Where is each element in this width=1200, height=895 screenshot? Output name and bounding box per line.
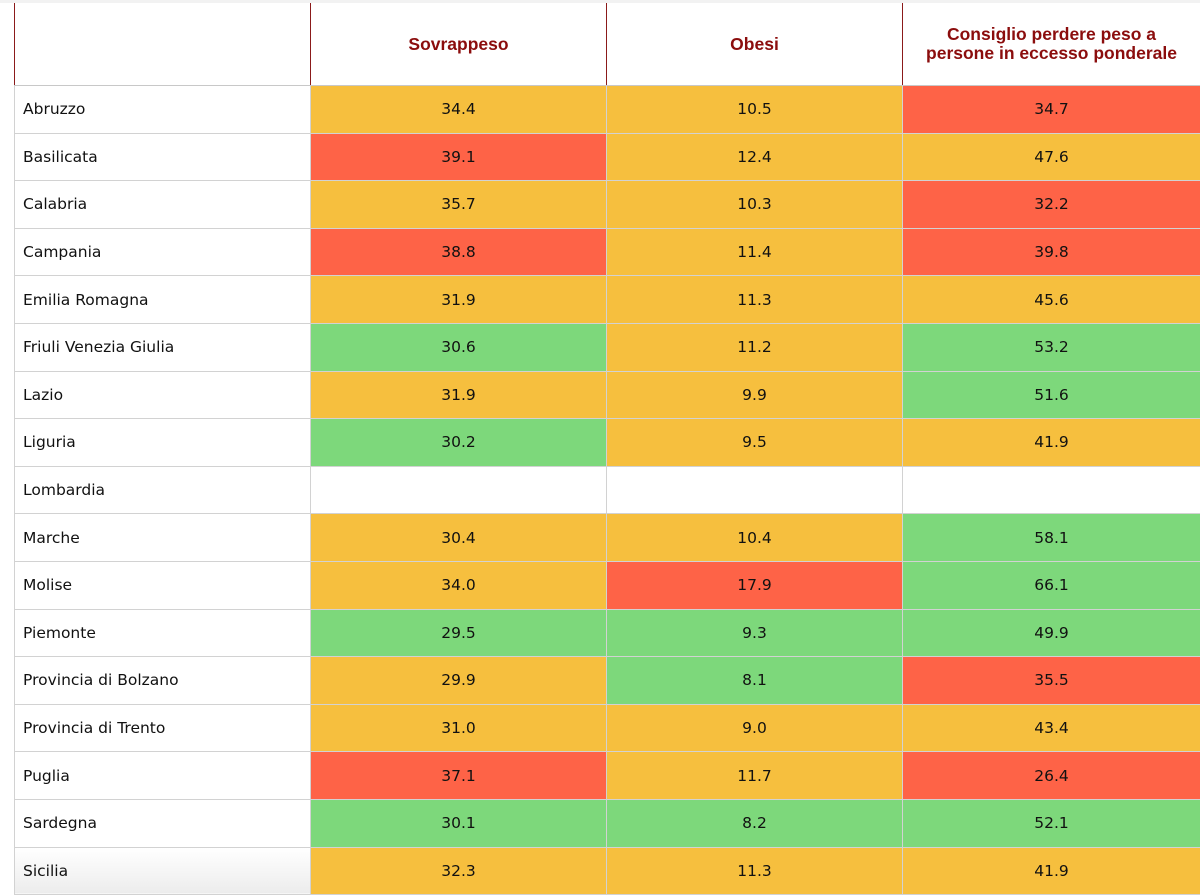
- table-row: Friuli Venezia Giulia 30.6 11.2 53.2: [14, 322, 1200, 372]
- table-row: Basilicata 39.1 12.4 47.6: [14, 132, 1200, 182]
- obesi-cell: 9.9: [606, 370, 903, 420]
- region-name-cell: Abruzzo: [14, 85, 311, 134]
- table-row: Lazio 31.9 9.9 51.6: [14, 370, 1200, 420]
- consiglio-cell: 45.6: [902, 275, 1200, 324]
- region-name-cell: Campania: [14, 227, 311, 277]
- obesi-cell: 9.3: [606, 608, 903, 658]
- sovrappeso-cell: 38.8: [310, 227, 607, 277]
- sovrappeso-cell: 32.3: [310, 846, 607, 895]
- obesi-cell: 10.4: [606, 513, 903, 562]
- region-name-cell: Calabria: [14, 180, 311, 229]
- table-row: Marche 30.4 10.4 58.1: [14, 513, 1200, 562]
- sovrappeso-cell: [310, 465, 607, 515]
- sovrappeso-cell: 30.6: [310, 322, 607, 372]
- table-row: Provincia di Bolzano 29.9 8.1 35.5: [14, 656, 1200, 705]
- table-row: Sicilia 32.3 11.3 41.9: [14, 846, 1200, 895]
- region-name-cell: Puglia: [14, 751, 311, 800]
- obesi-cell: 17.9: [606, 560, 903, 610]
- obesi-cell: [606, 465, 903, 515]
- table-row: Molise 34.0 17.9 66.1: [14, 560, 1200, 610]
- obesi-cell: 11.3: [606, 846, 903, 895]
- header-sovrappeso: Sovrappeso: [310, 3, 607, 86]
- regional-weight-table: Sovrappeso Obesi Consiglio perdere peso …: [14, 3, 1200, 895]
- header-consiglio: Consiglio perdere peso a persone in ecce…: [902, 3, 1200, 86]
- consiglio-cell: 34.7: [902, 85, 1200, 134]
- consiglio-cell: 49.9: [902, 608, 1200, 658]
- obesi-cell: 11.7: [606, 751, 903, 800]
- region-name-cell: Molise: [14, 560, 311, 610]
- obesi-cell: 9.5: [606, 418, 903, 467]
- table-row: Campania 38.8 11.4 39.8: [14, 227, 1200, 277]
- sovrappeso-cell: 37.1: [310, 751, 607, 800]
- obesi-cell: 10.5: [606, 85, 903, 134]
- table-body: Abruzzo 34.4 10.5 34.7 Basilicata 39.1 12.4 47.…: [14, 85, 1200, 895]
- consiglio-cell: 43.4: [902, 703, 1200, 753]
- consiglio-cell: 53.2: [902, 322, 1200, 372]
- header-obesi: Obesi: [606, 3, 903, 86]
- table-header: Sovrappeso Obesi Consiglio perdere peso …: [14, 3, 1200, 86]
- region-name-cell: Provincia di Bolzano: [14, 656, 311, 705]
- table-row: Puglia 37.1 11.7 26.4: [14, 751, 1200, 800]
- consiglio-cell: 58.1: [902, 513, 1200, 562]
- table-row: Emilia Romagna 31.9 11.3 45.6: [14, 275, 1200, 324]
- table-row: Abruzzo 34.4 10.5 34.7: [14, 85, 1200, 134]
- sovrappeso-cell: 34.4: [310, 85, 607, 134]
- consiglio-cell: 41.9: [902, 846, 1200, 895]
- table-row: Sardegna 30.1 8.2 52.1: [14, 798, 1200, 848]
- region-name-cell: Basilicata: [14, 132, 311, 182]
- consiglio-cell: 32.2: [902, 180, 1200, 229]
- consiglio-cell: 39.8: [902, 227, 1200, 277]
- sovrappeso-cell: 30.1: [310, 798, 607, 848]
- obesi-cell: 11.3: [606, 275, 903, 324]
- obesi-cell: 12.4: [606, 132, 903, 182]
- header-row: Sovrappeso Obesi Consiglio perdere peso …: [14, 3, 1200, 86]
- consiglio-cell: 35.5: [902, 656, 1200, 705]
- sovrappeso-cell: 31.9: [310, 275, 607, 324]
- region-name-cell: Emilia Romagna: [14, 275, 311, 324]
- consiglio-cell: [902, 465, 1200, 515]
- sovrappeso-cell: 35.7: [310, 180, 607, 229]
- sovrappeso-cell: 30.4: [310, 513, 607, 562]
- table-row: Liguria 30.2 9.5 41.9: [14, 418, 1200, 467]
- obesi-cell: 8.1: [606, 656, 903, 705]
- obesi-cell: 8.2: [606, 798, 903, 848]
- region-name-cell: Piemonte: [14, 608, 311, 658]
- sovrappeso-cell: 31.9: [310, 370, 607, 420]
- top-divider: [0, 0, 1200, 3]
- consiglio-cell: 47.6: [902, 132, 1200, 182]
- region-name-cell: Sicilia: [14, 846, 311, 895]
- sovrappeso-cell: 34.0: [310, 560, 607, 610]
- region-name-cell: Sardegna: [14, 798, 311, 848]
- consiglio-cell: 51.6: [902, 370, 1200, 420]
- consiglio-cell: 41.9: [902, 418, 1200, 467]
- region-name-cell: Lazio: [14, 370, 311, 420]
- obesi-cell: 10.3: [606, 180, 903, 229]
- obesi-cell: 11.2: [606, 322, 903, 372]
- sovrappeso-cell: 39.1: [310, 132, 607, 182]
- region-name-cell: Lombardia: [14, 465, 311, 515]
- region-name-cell: Liguria: [14, 418, 311, 467]
- sovrappeso-cell: 30.2: [310, 418, 607, 467]
- sovrappeso-cell: 29.9: [310, 656, 607, 705]
- table-row: Piemonte 29.5 9.3 49.9: [14, 608, 1200, 658]
- consiglio-cell: 66.1: [902, 560, 1200, 610]
- sovrappeso-cell: 29.5: [310, 608, 607, 658]
- region-name-cell: Provincia di Trento: [14, 703, 311, 753]
- table-row: Provincia di Trento 31.0 9.0 43.4: [14, 703, 1200, 753]
- region-name-cell: Marche: [14, 513, 311, 562]
- table-row: Lombardia: [14, 465, 1200, 515]
- region-name-cell: Friuli Venezia Giulia: [14, 322, 311, 372]
- header-region: [14, 3, 311, 86]
- obesi-cell: 9.0: [606, 703, 903, 753]
- obesi-cell: 11.4: [606, 227, 903, 277]
- sovrappeso-cell: 31.0: [310, 703, 607, 753]
- consiglio-cell: 26.4: [902, 751, 1200, 800]
- table-row: Calabria 35.7 10.3 32.2: [14, 180, 1200, 229]
- consiglio-cell: 52.1: [902, 798, 1200, 848]
